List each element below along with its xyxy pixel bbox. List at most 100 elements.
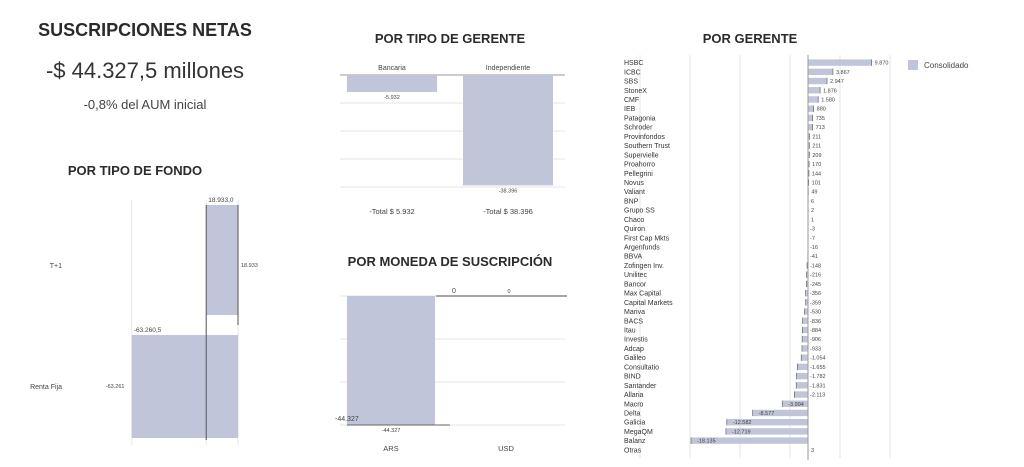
- category-label: MegaQM: [624, 429, 653, 436]
- category-label: CMF: [624, 97, 639, 104]
- value-label: -3.994: [788, 402, 804, 408]
- value-label: -1.831: [810, 383, 826, 389]
- value-label: 3: [811, 448, 814, 454]
- value-label: -38.396: [499, 188, 518, 194]
- value-label: 735: [816, 116, 825, 122]
- value-label: -12.582: [733, 420, 752, 426]
- value-label: -933: [810, 346, 821, 352]
- category-label: Balanz: [624, 438, 646, 445]
- value-label: -44.327: [382, 428, 401, 434]
- category-label: IEB: [624, 106, 636, 113]
- value-label: 18.933: [241, 263, 258, 269]
- bar-balanz: [691, 437, 808, 444]
- bar-proahorro: [808, 160, 810, 168]
- value-label: -245: [810, 282, 821, 288]
- bar-sbs: [808, 77, 828, 85]
- bar-mariva: [804, 308, 808, 315]
- category-label: Zofingen Inv.: [624, 263, 664, 270]
- tipo-gerente-chart: Bancaria -5.932 -Total $ 5.932 Independient…: [340, 65, 565, 216]
- gerente-legend[interactable]: Consolidado: [908, 60, 968, 70]
- value-label: -906: [810, 337, 821, 343]
- category-label: Bancor: [624, 281, 647, 288]
- value-label: 6: [811, 199, 814, 205]
- bar-capital-markets: [805, 299, 808, 306]
- bar-ieb: [808, 105, 814, 112]
- category-label: Proahorro: [624, 162, 655, 169]
- category-label: Unilitec: [624, 272, 647, 279]
- category-label: USD: [498, 444, 514, 453]
- category-label: Investis: [624, 337, 648, 344]
- category-label: Allaria: [624, 392, 644, 399]
- moneda-title: POR MONEDA DE SUSCRIPCIÓN: [347, 254, 553, 269]
- value-label: -8.577: [759, 411, 775, 417]
- bar-bind: [796, 372, 808, 380]
- total-label: -Total $ 38.396: [483, 207, 533, 216]
- category-label: Delta: [624, 410, 640, 417]
- legend-label: Consolidado: [924, 60, 969, 70]
- bar-galicia: [726, 418, 808, 426]
- category-label: Itau: [624, 327, 636, 334]
- kpi-title: SUSCRIPCIONES NETAS: [38, 20, 252, 40]
- value-label: -148: [810, 263, 821, 269]
- category-label: Quiron: [624, 226, 645, 233]
- bar-southern-trust: [808, 142, 810, 149]
- bar-stonex: [808, 87, 821, 94]
- value-label: -5.932: [384, 95, 400, 101]
- category-label: BACS: [624, 318, 643, 325]
- category-label: Provinfondos: [624, 134, 665, 141]
- category-label: Pellegrini: [624, 171, 653, 178]
- value-label: 0: [507, 289, 510, 295]
- moneda-chart: ARS USD -44.327 -44.327 0 0: [335, 288, 567, 453]
- category-label: BBVA: [624, 254, 642, 261]
- bar-renta-fija: [131, 335, 238, 438]
- legend-swatch: [908, 60, 918, 70]
- value-label: 3.867: [836, 70, 850, 76]
- gerente-chart: HSBC 9.870 ICBC 3.867 SBS 2.947 StoneX 1.876 CMF…: [624, 55, 891, 460]
- bar-bacs: [802, 317, 808, 324]
- value-label: -356: [810, 291, 821, 297]
- callout-label: -44.327: [335, 416, 359, 423]
- bar-macro: [782, 400, 808, 407]
- category-label: SBS: [624, 79, 638, 86]
- value-label: 49: [811, 190, 817, 196]
- bar-bancor: [806, 280, 808, 288]
- tipo-gerente-title: POR TIPO DE GERENTE: [374, 31, 526, 46]
- category-label: Galicia: [624, 420, 646, 427]
- bar-patagonia: [808, 114, 813, 122]
- kpi-value: -$ 44.327,5 millones: [45, 58, 245, 83]
- category-label: Santander: [624, 383, 657, 390]
- value-label: -18.135: [697, 439, 716, 445]
- bar-galileo: [801, 354, 808, 361]
- category-label: T+1: [50, 263, 62, 270]
- value-label: 209: [812, 153, 821, 159]
- value-label: -530: [810, 310, 821, 316]
- category-label: Independiente: [486, 65, 530, 72]
- bar-santander: [796, 382, 808, 389]
- value-label: -63.261: [106, 384, 125, 390]
- value-label: -41: [810, 254, 818, 260]
- category-label: Adcap: [624, 346, 644, 353]
- bar-max-capital: [805, 289, 808, 297]
- bar-itau: [802, 326, 808, 334]
- category-label: Max Capital: [624, 291, 661, 298]
- value-label: 2.947: [830, 79, 844, 85]
- category-label: ICBC: [624, 69, 641, 76]
- value-label: 1: [811, 217, 814, 223]
- category-label: Novus: [624, 180, 644, 187]
- value-label: -1.054: [810, 356, 826, 362]
- category-label: Bancaria: [378, 65, 406, 72]
- value-label: 880: [817, 107, 826, 113]
- value-label: 9.870: [875, 61, 889, 67]
- value-label: 1.580: [821, 97, 835, 103]
- category-label: First Cap Mkts: [624, 235, 670, 242]
- category-label: Capital Markets: [624, 300, 673, 307]
- bar-independiente: [463, 75, 553, 186]
- category-label: Grupo SS: [624, 208, 655, 215]
- value-label: -884: [810, 328, 821, 334]
- bar-investis: [802, 336, 808, 343]
- bar-adcap: [801, 345, 808, 352]
- bar-supervielle: [808, 151, 810, 159]
- value-label: 101: [812, 180, 821, 186]
- category-label: Galileo: [624, 355, 646, 362]
